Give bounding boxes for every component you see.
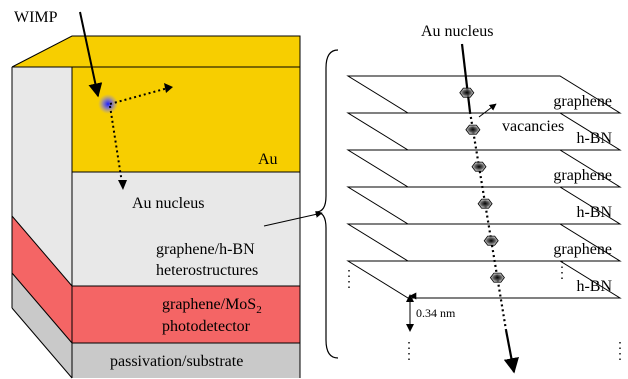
dp-hetero (72, 172, 300, 286)
dp-photo (72, 286, 300, 343)
sheet-graphene (346, 75, 622, 114)
dp-top (12, 36, 300, 67)
label-hetero-2: heterostructures (156, 262, 258, 279)
dp-left-sub (12, 273, 72, 378)
vacancies-arrow (478, 103, 497, 118)
sheet-group: h-BN graphene h-BN graphene h-BN graphene (346, 75, 622, 299)
wimp-arrow (79, 11, 103, 98)
sheet-label: graphene (553, 93, 612, 110)
zoomed-stack: h-BN graphene h-BN graphene h-BN graphene 0.3… (315, 23, 622, 374)
label-hetero-1: graphene/h-BN (156, 241, 255, 258)
vacancy-hexagon (477, 198, 493, 209)
label-au-nucleus-right: Au nucleus (421, 23, 493, 40)
label-au-layer: Au (258, 151, 278, 168)
vacancy-hexagon (471, 161, 487, 172)
scattered-wimp-arrowhead (164, 83, 173, 93)
label-spacing: 0.34 nm (416, 306, 456, 320)
curly-brace (315, 49, 339, 359)
dp-edges (11, 35, 301, 379)
sheet-label: h-BN (576, 130, 612, 147)
dp-left-all (12, 67, 72, 286)
label-vacancies: vacancies (502, 118, 564, 135)
label-photo-1: graphene/MoS2 (162, 296, 262, 316)
dp-sub (72, 343, 300, 378)
vacancy-hexagon (465, 124, 481, 135)
nucleus-track-exit (503, 329, 519, 374)
device-picture: Au Au nucleus graphene/h-BN heterostruct… (11, 9, 323, 379)
spacing-arrow-up (406, 294, 414, 302)
dp-au (72, 67, 300, 172)
label-wimp: WIMP (14, 9, 58, 26)
scattered-wimp-path (109, 87, 169, 105)
sheet-label: h-BN (576, 204, 612, 221)
sheet-label: graphene (553, 167, 612, 184)
nucleus-track-dotted (468, 111, 508, 331)
nucleus-track-solid (460, 43, 472, 113)
label-photo-2: photodetector (162, 318, 251, 335)
zoom-pointer (263, 210, 323, 227)
label-photo-subscript: 2 (256, 304, 262, 316)
label-passivation: passivation/substrate (110, 353, 243, 370)
sheet-label: h-BN (576, 278, 612, 295)
vacancy-group (459, 87, 505, 283)
sheet-label: graphene (553, 241, 612, 258)
vacancy-hexagon (489, 272, 505, 283)
recoil-arrowhead (118, 180, 127, 190)
dp-left-red (12, 216, 72, 343)
collision-glow (98, 94, 118, 114)
label-au-nucleus-left: Au nucleus (132, 195, 204, 212)
vacancy-hexagon (459, 87, 475, 98)
vacancy-hexagon (483, 235, 499, 246)
spacing-arrow-down (406, 324, 414, 332)
